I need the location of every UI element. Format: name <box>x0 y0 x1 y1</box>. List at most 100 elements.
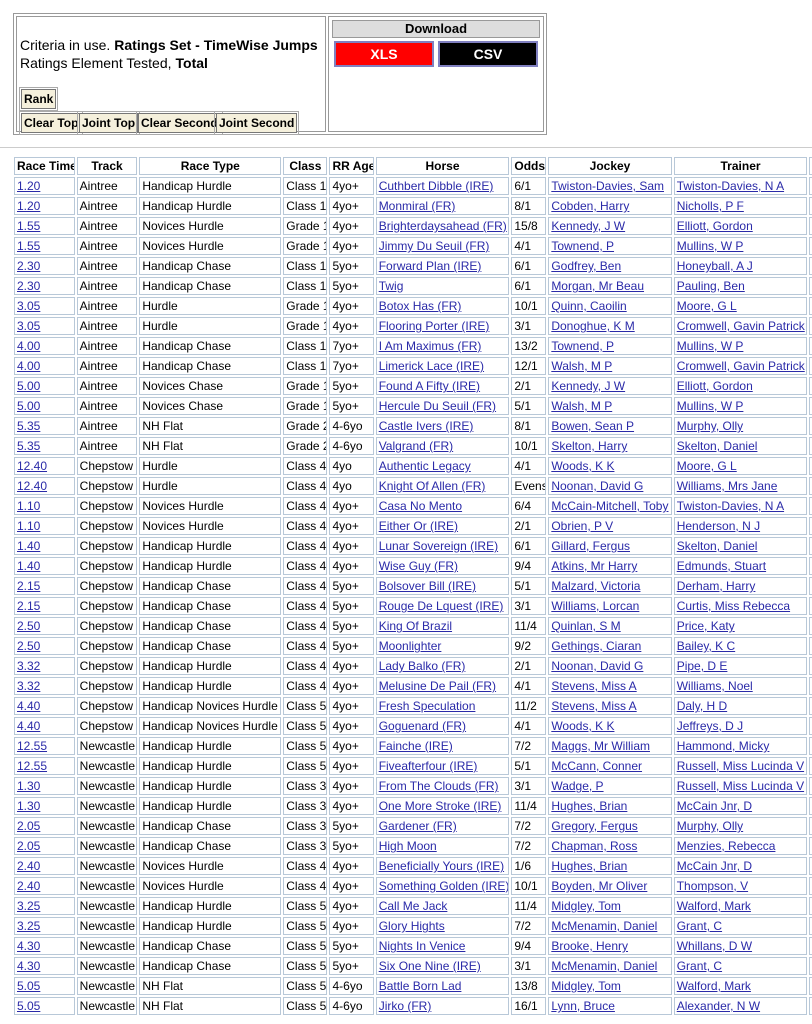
trainer-link[interactable]: Whillans, D W <box>676 939 753 953</box>
race-time-link[interactable]: 1.20 <box>17 179 41 193</box>
jockey-link[interactable]: Williams, Lorcan <box>551 599 640 613</box>
trainer-link[interactable]: McCain Jnr, D <box>676 859 753 873</box>
race-time-link[interactable]: 1.40 <box>17 559 41 573</box>
trainer-link[interactable]: Cromwell, Gavin Patrick <box>676 359 805 373</box>
trainer-link[interactable]: Curtis, Miss Rebecca <box>676 599 791 613</box>
trainer-link[interactable]: Murphy, Olly <box>676 819 744 833</box>
race-time-link[interactable]: 3.05 <box>17 319 41 333</box>
jockey-link[interactable]: Woods, K K <box>551 719 615 733</box>
horse-link[interactable]: Fainche (IRE) <box>378 739 453 753</box>
trainer-link[interactable]: Moore, G L <box>676 459 737 473</box>
horse-link[interactable]: Battle Born Lad <box>378 979 462 993</box>
jockey-link[interactable]: Townend, P <box>551 339 615 353</box>
race-time-link[interactable]: 5.05 <box>17 999 41 1013</box>
trainer-link[interactable]: Grant, C <box>676 959 723 973</box>
jockey-link[interactable]: Boyden, Mr Oliver <box>551 879 648 893</box>
trainer-link[interactable]: Price, Katy <box>676 619 735 633</box>
jockey-link[interactable]: Atkins, Mr Harry <box>551 559 638 573</box>
horse-link[interactable]: Beneficially Yours (IRE) <box>378 859 505 873</box>
horse-link[interactable]: Fiveafterfour (IRE) <box>378 759 478 773</box>
horse-link[interactable]: Bolsover Bill (IRE) <box>378 579 477 593</box>
trainer-link[interactable]: Skelton, Daniel <box>676 539 758 553</box>
horse-link[interactable]: From The Clouds (FR) <box>378 779 499 793</box>
race-time-link[interactable]: 4.30 <box>17 959 41 973</box>
trainer-link[interactable]: Williams, Mrs Jane <box>676 479 778 493</box>
horse-link[interactable]: Brighterdaysahead (FR) <box>378 219 507 233</box>
horse-link[interactable]: Knight Of Allen (FR) <box>378 479 486 493</box>
trainer-link[interactable]: Walford, Mark <box>676 979 751 993</box>
horse-link[interactable]: One More Stroke (IRE) <box>378 799 502 813</box>
trainer-link[interactable]: McCain Jnr, D <box>676 799 753 813</box>
horse-link[interactable]: Botox Has (FR) <box>378 299 462 313</box>
jockey-link[interactable]: Noonan, David G <box>551 659 644 673</box>
horse-link[interactable]: Either Or (IRE) <box>378 519 459 533</box>
horse-link[interactable]: Forward Plan (IRE) <box>378 259 482 273</box>
trainer-link[interactable]: Mullins, W P <box>676 339 744 353</box>
trainer-link[interactable]: Hammond, Micky <box>676 739 770 753</box>
race-time-link[interactable]: 1.55 <box>17 219 41 233</box>
jockey-link[interactable]: Walsh, M P <box>551 359 613 373</box>
race-time-link[interactable]: 4.30 <box>17 939 41 953</box>
trainer-link[interactable]: Alexander, N W <box>676 999 761 1013</box>
trainer-link[interactable]: Russell, Miss Lucinda V <box>676 779 805 793</box>
jockey-link[interactable]: Woods, K K <box>551 459 615 473</box>
trainer-link[interactable]: Mullins, W P <box>676 239 744 253</box>
jockey-link[interactable]: Stevens, Miss A <box>551 699 637 713</box>
trainer-link[interactable]: Jeffreys, D J <box>676 719 744 733</box>
jockey-link[interactable]: Walsh, M P <box>551 399 613 413</box>
race-time-link[interactable]: 5.35 <box>17 439 41 453</box>
race-time-link[interactable]: 2.15 <box>17 579 41 593</box>
trainer-link[interactable]: Skelton, Daniel <box>676 439 758 453</box>
race-time-link[interactable]: 4.00 <box>17 359 41 373</box>
trainer-link[interactable]: Henderson, N J <box>676 519 761 533</box>
horse-link[interactable]: Monmiral (FR) <box>378 199 456 213</box>
horse-link[interactable]: Casa No Mento <box>378 499 463 513</box>
trainer-link[interactable]: Twiston-Davies, N A <box>676 499 785 513</box>
race-time-link[interactable]: 3.32 <box>17 659 41 673</box>
trainer-link[interactable]: Elliott, Gordon <box>676 219 753 233</box>
race-time-link[interactable]: 2.05 <box>17 839 41 853</box>
horse-link[interactable]: I Am Maximus (FR) <box>378 339 482 353</box>
jockey-link[interactable]: Noonan, David G <box>551 479 644 493</box>
trainer-link[interactable]: Menzies, Rebecca <box>676 839 776 853</box>
horse-link[interactable]: Authentic Legacy <box>378 459 471 473</box>
race-time-link[interactable]: 3.32 <box>17 679 41 693</box>
race-time-link[interactable]: 4.40 <box>17 699 41 713</box>
trainer-link[interactable]: Pipe, D E <box>676 659 728 673</box>
jockey-link[interactable]: Godfrey, Ben <box>551 259 622 273</box>
jockey-link[interactable]: Kennedy, J W <box>551 219 626 233</box>
race-time-link[interactable]: 3.25 <box>17 919 41 933</box>
trainer-link[interactable]: Williams, Noel <box>676 679 753 693</box>
clear-top-button[interactable]: Clear Top <box>18 111 84 135</box>
joint-second-button[interactable]: Joint Second <box>213 111 300 135</box>
race-time-link[interactable]: 2.40 <box>17 879 41 893</box>
jockey-link[interactable]: Gillard, Fergus <box>551 539 631 553</box>
jockey-link[interactable]: Hughes, Brian <box>551 799 628 813</box>
race-time-link[interactable]: 5.00 <box>17 399 41 413</box>
trainer-link[interactable]: Bailey, K C <box>676 639 736 653</box>
horse-link[interactable]: Castle Ivers (IRE) <box>378 419 474 433</box>
race-time-link[interactable]: 12.55 <box>17 739 48 753</box>
jockey-link[interactable]: Cobden, Harry <box>551 199 630 213</box>
trainer-link[interactable]: Murphy, Olly <box>676 419 744 433</box>
horse-link[interactable]: Twig <box>378 279 404 293</box>
horse-link[interactable]: Gardener (FR) <box>378 819 457 833</box>
trainer-link[interactable]: Derham, Harry <box>676 579 756 593</box>
horse-link[interactable]: Flooring Porter (IRE) <box>378 319 490 333</box>
race-time-link[interactable]: 1.20 <box>17 199 41 213</box>
race-time-link[interactable]: 3.05 <box>17 299 41 313</box>
horse-link[interactable]: Rouge De Lquest (IRE) <box>378 599 504 613</box>
jockey-link[interactable]: Morgan, Mr Beau <box>551 279 645 293</box>
jockey-link[interactable]: Midgley, Tom <box>551 979 621 993</box>
horse-link[interactable]: Hercule Du Seuil (FR) <box>378 399 497 413</box>
race-time-link[interactable]: 12.55 <box>17 759 48 773</box>
jockey-link[interactable]: Chapman, Ross <box>551 839 638 853</box>
clear-second-button[interactable]: Clear Second <box>136 111 223 135</box>
trainer-link[interactable]: Thompson, V <box>676 879 749 893</box>
joint-top-button[interactable]: Joint Top <box>76 111 141 135</box>
jockey-link[interactable]: Obrien, P V <box>551 519 614 533</box>
jockey-link[interactable]: Gregory, Fergus <box>551 819 638 833</box>
trainer-link[interactable]: Russell, Miss Lucinda V <box>676 759 805 773</box>
horse-link[interactable]: Wise Guy (FR) <box>378 559 459 573</box>
jockey-link[interactable]: Quinlan, S M <box>551 619 621 633</box>
